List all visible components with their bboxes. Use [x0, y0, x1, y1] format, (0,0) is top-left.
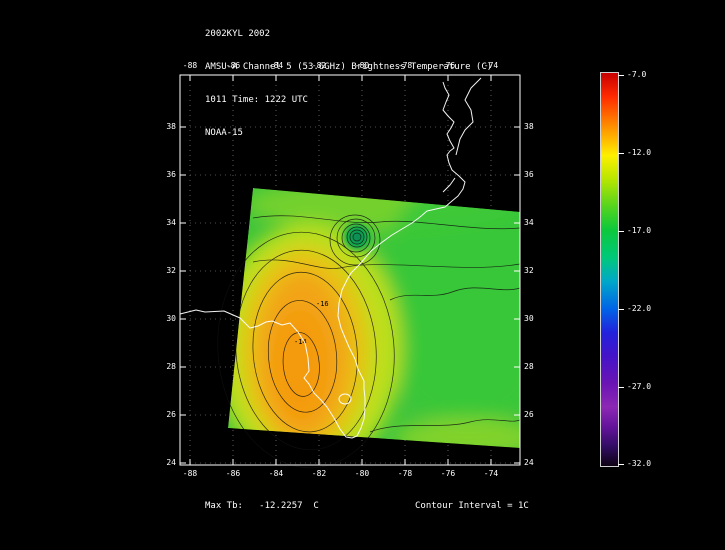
lon-tick-label: -82: [311, 469, 327, 478]
lat-tick-label: 38: [524, 122, 534, 131]
lat-tick-label: 24: [166, 458, 176, 467]
lat-tick-label: 34: [166, 218, 176, 227]
colorbar-label: -27.0: [627, 382, 652, 391]
colorbar-tick: [618, 75, 624, 76]
lon-tick-label: -76: [440, 61, 456, 70]
lat-tick-label: 32: [166, 266, 176, 275]
lat-tick-label: 26: [524, 410, 534, 419]
lat-tick-label: 32: [524, 266, 534, 275]
contour-label-14: -14: [294, 338, 307, 346]
plot-header: 2002KYL 2002 AMSU-A Channel 5 (53.6GHz) …: [205, 7, 492, 150]
lon-tick-label: -88: [182, 469, 198, 478]
lon-tick-label: -88: [182, 61, 198, 70]
colorbar-label: -12.0: [627, 148, 652, 157]
lat-tick-label: 34: [524, 218, 534, 227]
lat-tick-label: 36: [524, 170, 534, 179]
colorbar-tick: [618, 464, 624, 465]
colorbar-tick: [618, 231, 624, 232]
colorbar: [600, 72, 619, 467]
contour-interval-annotation: Contour Interval = 1C: [415, 501, 529, 511]
lon-tick-label: -74: [483, 469, 499, 478]
lon-tick-label: -82: [311, 61, 327, 70]
lake-okeechobee-outline: [338, 393, 352, 405]
lon-tick-label: -80: [354, 61, 370, 70]
lat-tick-label: 36: [166, 170, 176, 179]
lon-tick-label: -74: [483, 61, 499, 70]
contour-lines: [217, 214, 521, 469]
lon-tick-label: -76: [440, 469, 456, 478]
max-tb-annotation: Max Tb: -12.2257 C: [205, 501, 319, 511]
title-line: AMSU-A Channel 5 (53.6GHz) Brightness Te…: [205, 62, 493, 72]
lon-tick-label: -78: [397, 469, 413, 478]
colorbar-tick: [618, 153, 624, 154]
lon-tick-label: -78: [397, 61, 413, 70]
coastline: [179, 77, 482, 439]
colorbar-label: -32.0: [627, 459, 652, 468]
storm-id-line: 2002KYL 2002: [205, 29, 271, 39]
colorbar-tick: [618, 309, 624, 310]
lat-tick-label: 26: [166, 410, 176, 419]
plot-frame: [179, 74, 521, 466]
satellite-line: NOAA-15: [205, 128, 243, 138]
lon-tick-label: -84: [268, 61, 284, 70]
lon-tick-label: -84: [268, 469, 284, 478]
colorbar-label: -17.0: [627, 226, 652, 235]
lon-tick-label: -86: [225, 61, 241, 70]
colorbar-label: -22.0: [627, 304, 652, 313]
lon-tick-label: -86: [225, 469, 241, 478]
lat-tick-label: 28: [166, 362, 176, 371]
contour-label-16: -16: [316, 300, 329, 308]
colorbar-label: -7.0: [627, 70, 647, 79]
lat-tick-label: 30: [524, 314, 534, 323]
lat-tick-label: 28: [524, 362, 534, 371]
lat-tick-label: 24: [524, 458, 534, 467]
lon-tick-label: -80: [354, 469, 370, 478]
lat-tick-label: 38: [166, 122, 176, 131]
lat-tick-label: 30: [166, 314, 176, 323]
time-line: 1011 Time: 1222 UTC: [205, 95, 308, 105]
colorbar-tick: [618, 387, 624, 388]
axis-tick-marks: [180, 75, 520, 465]
